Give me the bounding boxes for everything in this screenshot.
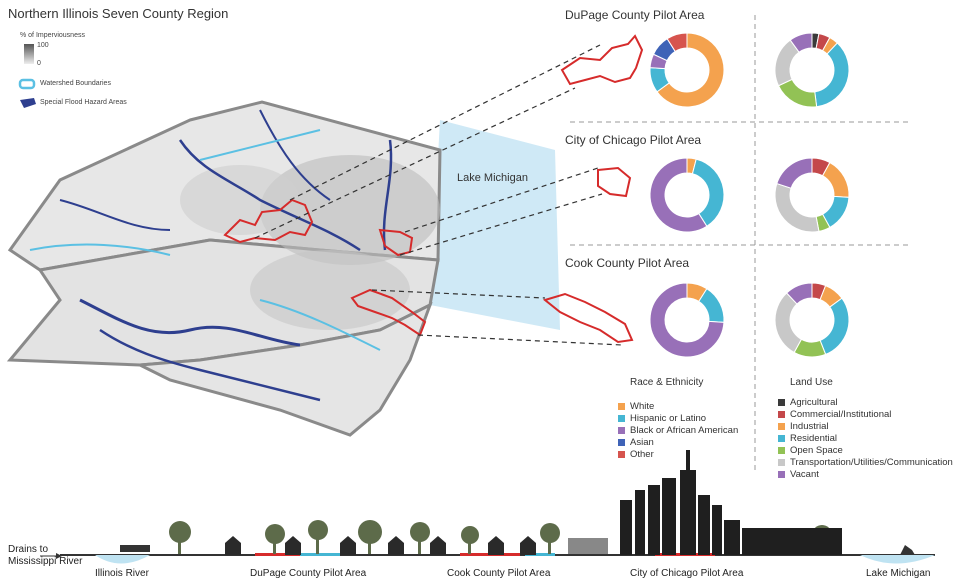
- legend-label: Vacant: [790, 468, 819, 480]
- legend-swatch: [618, 414, 625, 422]
- drains-label: Drains to Mississippi River: [8, 544, 82, 568]
- landuse-legend-item: Residential: [778, 432, 953, 444]
- landuse-donut-slice: [774, 182, 820, 233]
- legend-label: Other: [630, 448, 654, 460]
- chicago-pilot-outline-zoom: [597, 166, 632, 198]
- landuse-legend-item: Commercial/Institutional: [778, 408, 953, 420]
- illinois-river-label: Illinois River: [95, 568, 149, 579]
- race-donut-slice: [666, 32, 688, 53]
- race-legend-item: Black or African American: [618, 424, 738, 436]
- legend-label: Asian: [630, 436, 654, 448]
- watershed-label: Watershed Boundaries: [40, 80, 111, 87]
- landuse-legend-item: Transportation/Utilities/Communication: [778, 456, 953, 468]
- legend-label: Residential: [790, 432, 837, 444]
- race-donut-slice: [656, 32, 725, 108]
- drains-line-1: Drains to: [8, 544, 49, 555]
- landuse-legend-item: Agricultural: [778, 396, 953, 408]
- legend-label: Hispanic or Latino: [630, 412, 707, 424]
- flood-label: Special Flood Hazard Areas: [40, 99, 127, 106]
- legend-label: White: [630, 400, 655, 412]
- dupage-pilot-title: DuPage County Pilot Area: [565, 8, 705, 22]
- cook-pilot-outline-zoom: [542, 292, 634, 344]
- page-title: Northern Illinois Seven County Region: [8, 6, 229, 21]
- donut-charts: [649, 32, 850, 358]
- legend-label: Commercial/Institutional: [790, 408, 892, 420]
- landuse-legend-item: Open Space: [778, 444, 953, 456]
- legend-swatch: [778, 470, 785, 478]
- landuse-donut-slice: [814, 42, 850, 108]
- county-map: [6, 100, 442, 437]
- watershed-symbol: [18, 78, 36, 90]
- landuse-legend-item: Vacant: [778, 468, 953, 480]
- race-donut-slice: [649, 282, 725, 358]
- legend-swatch: [778, 458, 785, 466]
- legend-swatch: [618, 402, 625, 410]
- legend-swatch: [618, 438, 625, 446]
- grid-dividers: [570, 15, 910, 470]
- legend-label: Black or African American: [630, 424, 739, 436]
- legend-label: Open Space: [790, 444, 843, 456]
- dupage-bottom-label: DuPage County Pilot Area: [250, 568, 367, 579]
- lake-michigan-label: Lake Michigan: [457, 172, 528, 184]
- landuse-donut-slice: [821, 161, 850, 198]
- chicago-pilot-title: City of Chicago Pilot Area: [565, 133, 702, 147]
- imperviousness-gradient: [24, 44, 34, 64]
- landuse-donut-slice: [819, 297, 850, 356]
- legend-swatch: [618, 426, 625, 434]
- legend-label: Agricultural: [790, 396, 838, 408]
- dupage-pilot-outline-zoom: [560, 34, 644, 86]
- imperviousness-label: % of Imperviousness: [20, 32, 85, 39]
- race-donut-slice: [649, 157, 708, 233]
- legend-swatch: [618, 450, 625, 458]
- lake-michigan-bottom-label: Lake Michigan: [866, 568, 931, 579]
- connector-lines: [254, 44, 623, 346]
- legend-label: Industrial: [790, 420, 829, 432]
- flood-symbol: [20, 98, 36, 108]
- legend-swatch: [778, 434, 785, 442]
- race-legend-heading: Race & Ethnicity: [630, 377, 704, 388]
- cook-pilot-title: Cook County Pilot Area: [565, 256, 690, 270]
- legend-label: Transportation/Utilities/Communication: [790, 456, 953, 468]
- race-legend-item: Hispanic or Latino: [618, 412, 738, 424]
- landuse-legend: Agricultural Commercial/Institutional In…: [778, 396, 953, 480]
- race-legend-item: Asian: [618, 436, 738, 448]
- chicago-bottom-label: City of Chicago Pilot Area: [630, 568, 744, 579]
- imperviousness-max: 100: [37, 42, 49, 49]
- landuse-donut-slice: [789, 32, 813, 53]
- cross-section-graphic: [40, 450, 935, 564]
- drains-line-2: Mississippi River: [8, 556, 83, 567]
- legend-swatch: [778, 398, 785, 406]
- legend-swatch: [778, 410, 785, 418]
- legend-swatch: [778, 446, 785, 454]
- race-legend-item: Other: [618, 448, 738, 460]
- cook-bottom-label: Cook County Pilot Area: [447, 568, 551, 579]
- landuse-donut-slice: [785, 282, 813, 305]
- landuse-donut-slice: [776, 157, 813, 189]
- lake-michigan-water: [430, 120, 560, 330]
- race-legend: White Hispanic or Latino Black or Africa…: [618, 400, 738, 460]
- legend-swatch: [778, 422, 785, 430]
- landuse-legend-item: Industrial: [778, 420, 953, 432]
- imperviousness-min: 0: [37, 60, 41, 67]
- landuse-legend-heading: Land Use: [790, 377, 833, 388]
- race-legend-item: White: [618, 400, 738, 412]
